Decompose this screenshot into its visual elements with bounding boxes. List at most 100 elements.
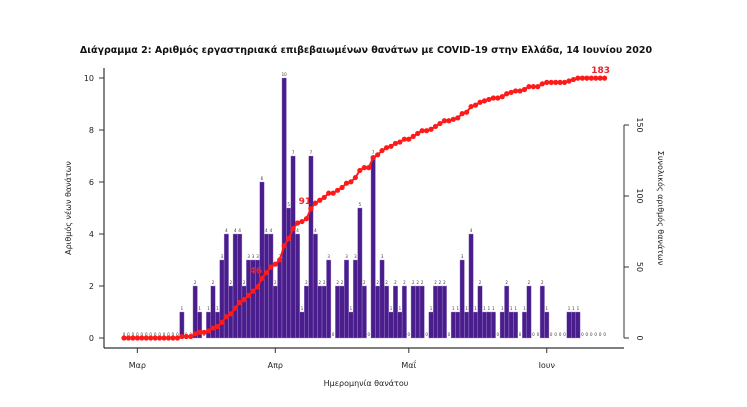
cumulative-point [121,335,127,341]
bar-value-label: 4 [296,228,299,233]
bar [206,311,211,339]
bar-value-label: 1 [207,306,210,311]
cumulative-point [335,187,341,193]
bar-value-label: 0 [141,332,144,337]
bar-value-label: 2 [230,280,233,285]
bar-value-label: 0 [497,332,500,337]
bar [544,311,550,339]
cumulative-point [526,84,532,90]
cumulative-point [237,299,243,306]
cumulative-point [134,335,140,341]
cumulative-point [397,139,403,145]
cumulative-point [219,319,225,325]
bar [348,311,354,339]
bar [397,311,403,339]
bar [526,285,532,339]
bar-value-label: 7 [372,150,375,155]
bar-value-label: 2 [434,280,437,285]
cumulative-point [602,75,608,81]
bar-value-label: 0 [599,332,602,337]
cumulative-point [419,128,425,134]
y2-tick-label: 150 [635,117,644,132]
bar-value-label: 0 [586,332,589,337]
bar [326,259,332,339]
bar-value-label: 1 [523,306,526,311]
bar [482,311,487,339]
cumulative-point [513,88,519,94]
bar-value-label: 2 [243,280,246,285]
bar-value-label: 3 [354,254,357,259]
bar-value-label: 2 [363,280,366,285]
x-axis-label: Ημερομηνία θανάτου [324,379,409,388]
cumulative-point [308,206,314,212]
bar-value-label: 4 [265,228,268,233]
bar-value-label: 4 [225,228,228,233]
bar-value-label: 2 [479,280,482,285]
bar [237,233,243,339]
cumulative-point [486,96,492,103]
y-axis-right-label: Συνολικός αριθμός θανάτων [656,151,666,266]
cumulative-point [326,190,332,196]
cumulative-point [303,216,310,222]
bar [241,285,247,339]
bar-value-label: 4 [234,228,237,233]
cumulative-point [286,236,292,242]
cumulative-point [312,200,318,206]
cumulative-point [223,314,229,320]
bar-value-label: 1 [572,306,575,311]
bar-value-label: 3 [381,254,384,259]
cumulative-point [428,126,434,132]
bar [513,311,519,339]
bar-value-label: 5 [287,202,290,207]
bar-value-label: 0 [519,332,522,337]
y2-tick-label: 50 [635,262,644,272]
bar [299,311,305,339]
cumulative-point [441,118,447,124]
bar-value-label: 0 [154,332,157,337]
bar-value-label: 0 [532,332,535,337]
bar [455,311,461,339]
bar [504,285,510,339]
bar-value-label: 3 [345,254,348,259]
cumulative-point [366,165,372,171]
bar-value-label: 2 [403,280,406,285]
y2-tick-label: 100 [635,188,644,203]
bar-value-label: 0 [127,332,130,337]
cumulative-point [317,197,323,203]
bar-value-label: 5 [359,202,362,207]
bar-value-label: 6 [261,176,264,181]
cumulative-point [183,333,189,340]
cumulative-point [495,95,501,101]
cumulative-point [379,147,385,154]
cumulative-point [446,118,452,124]
cumulative-point [348,179,354,185]
bar [393,285,398,339]
bar-labels-layer: 0000000000000100210121342442333644231057… [123,72,607,337]
bar-value-label: 1 [181,306,184,311]
cumulative-point [388,143,394,149]
bar [486,311,492,339]
cumulative-point [508,89,514,95]
cumulative-point [179,333,185,340]
bar [263,233,269,339]
cumulative-point [370,155,376,161]
bar-value-label: 1 [465,306,468,311]
bar [268,233,274,339]
bar [477,285,483,339]
cumulative-point [148,335,154,341]
bar [259,181,265,339]
bar-value-label: 1 [350,306,353,311]
bar-value-label: 4 [270,228,273,233]
bar-value-label: 2 [274,280,277,285]
cumulative-point [143,335,149,341]
cumulative-point [232,305,238,311]
x-tick-label: Μαΐ [401,359,416,370]
bar-value-label: 1 [301,306,304,311]
y2-tick-label: 0 [635,335,644,340]
cumulative-point [201,329,207,335]
bar-value-label: 0 [448,332,451,337]
bar [272,285,278,339]
bar [339,285,345,339]
